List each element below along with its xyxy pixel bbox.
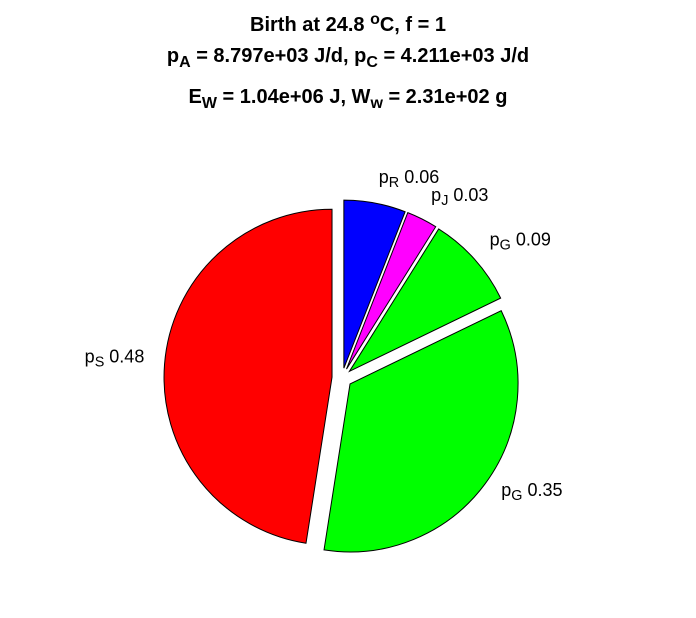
pie-slice — [348, 228, 502, 373]
title-part: A — [179, 54, 191, 71]
pie-slice — [323, 310, 519, 553]
label-name: p — [501, 480, 511, 500]
title-part: E — [189, 86, 202, 108]
slice-label: pG 0.09 — [490, 230, 551, 254]
title-part: = 4.211e+03 J/d — [378, 45, 529, 67]
label-name: p — [490, 230, 500, 250]
title-part: W — [202, 95, 218, 112]
pie-slice — [163, 208, 333, 544]
title-part: = 8.797e+03 J/d, p — [191, 45, 367, 67]
title-part: p — [167, 45, 179, 67]
title: Birth at 24.8 oC, f = 1 pA = 8.797e+03 J/… — [167, 11, 529, 112]
title-line: pA = 8.797e+03 J/d, pC = 4.211e+03 J/d — [167, 45, 529, 71]
title-part: C, f = 1 — [380, 14, 446, 36]
title-part: C — [366, 54, 378, 71]
label-sub: J — [441, 193, 448, 209]
label-value: 0.35 — [528, 480, 563, 500]
label-name: p — [379, 167, 389, 187]
title-part: = 1.04e+06 J, W — [217, 86, 371, 108]
label-value: 0.06 — [404, 167, 439, 187]
label-sub: G — [511, 488, 522, 504]
title-part: = 2.31e+02 g — [383, 86, 508, 108]
title-line: Birth at 24.8 oC, f = 1 — [250, 11, 446, 36]
title-part: Birth at 24.8 — [250, 14, 370, 36]
pie-slice — [346, 211, 437, 370]
label-sub: S — [95, 355, 105, 371]
label-name: p — [431, 185, 441, 205]
label-value: 0.09 — [516, 230, 551, 250]
label-value: 0.03 — [453, 185, 488, 205]
title-line: EW = 1.04e+06 J, Ww = 2.31e+02 g — [189, 86, 508, 112]
label-sub: G — [500, 238, 511, 254]
pie-slice — [343, 199, 406, 369]
title-part: o — [370, 11, 380, 28]
slice-label: pR 0.06 — [379, 167, 439, 191]
label-value: 0.48 — [109, 347, 144, 367]
slice-label: pG 0.35 — [501, 480, 562, 504]
title-part: w — [369, 95, 383, 112]
label-sub: R — [389, 175, 399, 191]
label-name: p — [85, 347, 95, 367]
slice-label: pJ 0.03 — [431, 185, 488, 209]
slice-label: pS 0.48 — [85, 347, 145, 371]
